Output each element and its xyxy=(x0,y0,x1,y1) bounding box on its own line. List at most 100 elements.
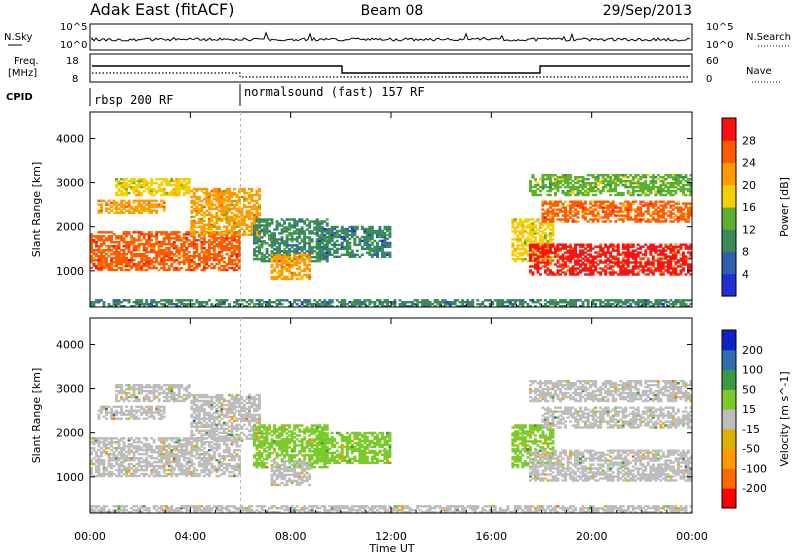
power-cell xyxy=(155,305,159,308)
power-cell xyxy=(604,200,608,203)
power-cell xyxy=(574,185,577,189)
power-cell xyxy=(207,256,211,260)
power-cell xyxy=(518,230,522,233)
power-cell xyxy=(215,305,219,308)
power-cell xyxy=(451,301,455,304)
power-cell xyxy=(523,226,527,229)
power-cell xyxy=(192,254,196,258)
power-cell xyxy=(586,253,590,256)
power-cell xyxy=(192,239,196,242)
power-cell xyxy=(661,208,665,211)
power-cell xyxy=(626,265,630,268)
power-cell xyxy=(265,242,269,245)
power-cell xyxy=(611,257,615,260)
power-cell xyxy=(125,243,128,246)
power-cell xyxy=(207,235,211,238)
power-cell xyxy=(182,245,186,248)
power-cell xyxy=(258,203,261,207)
power-cell xyxy=(541,230,545,233)
power-cell xyxy=(315,303,319,306)
power-cell xyxy=(127,205,131,208)
power-cell xyxy=(238,233,241,236)
power-cell xyxy=(511,250,515,253)
power-cell xyxy=(536,249,540,252)
power-cell xyxy=(333,227,337,231)
power-cell xyxy=(207,191,211,195)
power-cell xyxy=(569,185,572,189)
power-cell xyxy=(360,245,364,249)
power-cell xyxy=(155,211,159,214)
power-cell xyxy=(215,254,219,258)
power-cell xyxy=(388,231,392,235)
power-cell xyxy=(102,260,106,264)
power-cell xyxy=(328,249,332,252)
power-cell xyxy=(619,267,623,270)
power-cell xyxy=(260,224,264,227)
power-cell xyxy=(285,299,289,302)
power-cell xyxy=(243,187,246,191)
power-cell xyxy=(100,268,103,272)
power-cell xyxy=(235,235,239,238)
power-cell xyxy=(233,203,236,207)
power-cell xyxy=(170,253,174,256)
power-cell xyxy=(318,242,322,245)
power-cell xyxy=(596,218,600,221)
power-cell xyxy=(195,251,199,254)
power-cell xyxy=(105,201,108,204)
power-cell xyxy=(200,303,204,306)
power-cell xyxy=(574,305,577,308)
power-cell xyxy=(551,222,555,225)
power-cell xyxy=(529,187,532,191)
power-cell xyxy=(529,234,532,237)
power-cell xyxy=(546,267,550,270)
power-cell xyxy=(150,179,154,183)
power-cell xyxy=(107,249,111,252)
power-cell xyxy=(619,178,623,181)
power-cell xyxy=(388,251,392,254)
power-cell xyxy=(182,193,186,197)
power-cell xyxy=(556,245,560,248)
power-cell xyxy=(498,305,502,308)
power-cell xyxy=(561,210,565,213)
power-cell xyxy=(150,183,154,187)
power-cell xyxy=(669,216,673,219)
power-cell xyxy=(534,261,537,264)
power-cell xyxy=(340,253,344,256)
power-cell xyxy=(677,301,680,304)
power-cell xyxy=(541,176,545,179)
power-cell xyxy=(95,254,98,258)
power-cell xyxy=(233,191,236,195)
power-cell xyxy=(315,228,319,231)
power-cell xyxy=(318,249,322,252)
power-cell xyxy=(649,218,653,221)
power-cell xyxy=(205,187,209,191)
power-cell xyxy=(238,247,241,250)
power-cell xyxy=(539,230,542,233)
power-cell xyxy=(516,244,520,247)
power-cell xyxy=(360,235,364,239)
power-cell xyxy=(150,251,154,254)
power-cell xyxy=(222,215,226,219)
date-label: 29/Sep/2013 xyxy=(603,3,692,19)
freq-label: Freq. xyxy=(14,56,39,67)
power-cell xyxy=(556,212,560,215)
power-cell xyxy=(368,239,372,243)
power-cell xyxy=(160,231,164,234)
power-cell xyxy=(335,235,339,239)
power-cell xyxy=(197,303,201,306)
power-cell xyxy=(248,191,251,195)
power-cell xyxy=(248,195,251,199)
power-cell xyxy=(330,301,334,304)
power-cell xyxy=(220,301,224,304)
power-cell xyxy=(228,217,231,221)
power-cell xyxy=(127,245,131,248)
power-cell xyxy=(586,257,590,260)
power-cell xyxy=(621,183,625,187)
power-cell xyxy=(378,245,382,249)
power-cell xyxy=(531,273,535,276)
power-cell xyxy=(666,189,670,193)
power-cell xyxy=(687,265,690,268)
power-cell xyxy=(666,265,670,268)
power-cell xyxy=(210,262,214,266)
power-cell xyxy=(222,256,226,260)
